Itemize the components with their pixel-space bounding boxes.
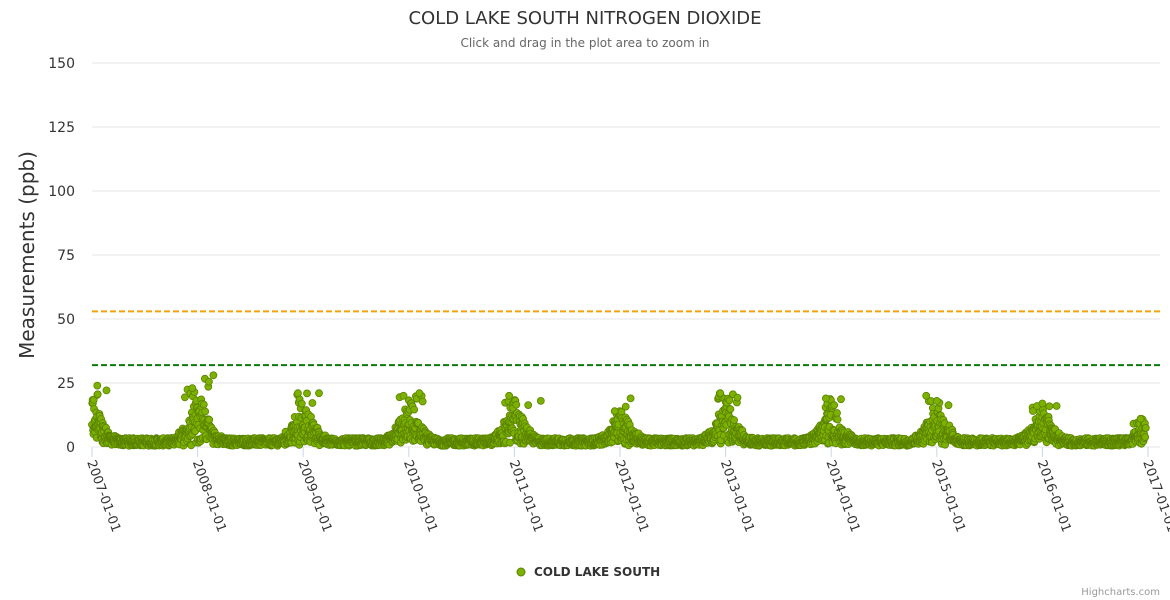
x-tick-label: 2010-01-01 [400,458,440,534]
data-point [837,395,845,404]
data-point [93,390,102,399]
y-tick-label: 125 [48,120,75,136]
y-tick-label: 50 [57,312,75,328]
data-point-peak [293,389,302,398]
chart-title: COLD LAKE SOUTH NITROGEN DIOXIDE [408,8,761,29]
data-point-peak [209,371,218,380]
data-point [205,415,214,424]
data-point [303,389,311,398]
data-point [621,402,630,411]
data-point [833,409,841,417]
data-point [418,397,427,406]
data-point [201,407,210,416]
data-point-peak [415,389,424,398]
y-tick-label: 25 [57,376,75,392]
x-tick-label: 2012-01-01 [611,458,651,534]
data-point [1141,423,1150,432]
data-point [512,400,521,409]
x-tick-label: 2011-01-01 [506,458,546,534]
data-point [733,393,742,402]
data-point-peak [1136,414,1145,423]
x-tick-label: 2009-01-01 [294,458,334,534]
data-point [199,400,208,409]
x-tick-label: 2008-01-01 [189,458,229,534]
x-tick-label: 2016-01-01 [1034,458,1074,534]
data-point-peak [822,394,830,403]
data-point [180,393,189,402]
data-point [204,377,213,386]
data-point-peak [610,407,619,416]
chart-subtitle: Click and drag in the plot area to zoom … [460,36,709,50]
legend-marker [516,567,526,577]
data-point [833,415,842,424]
data-point-peak [932,396,941,405]
data-point [102,386,111,395]
y-tick-label: 0 [66,440,75,456]
x-tick-label: 2013-01-01 [717,458,757,534]
data-point-peak [536,396,545,405]
data-point [944,401,953,410]
y-tick-label: 75 [57,248,75,264]
data-point [830,401,839,410]
x-axis: 2007-01-01 2008-01-01 2009-01-01 2010-01-01… [83,447,1170,534]
y-axis: 0 25 50 75 100 125 150 [48,56,75,456]
y-tick-label: 150 [48,56,75,72]
x-tick-label: 2007-01-01 [83,458,123,534]
data-point-peak [922,391,931,400]
x-tick-label: 2014-01-01 [822,458,862,534]
grid-layer [92,62,1160,448]
data-points [88,371,1150,450]
data-point-peak [188,384,197,393]
data-point-peak [505,391,514,400]
credits-link[interactable]: Highcharts.com [1081,587,1160,598]
x-tick-label: 2015-01-01 [928,458,968,534]
reference-lines [92,310,1160,367]
data-point [726,405,735,414]
legend-label: COLD LAKE SOUTH [534,565,660,579]
data-point [297,399,306,408]
data-point [1052,402,1061,410]
data-point [730,416,738,425]
y-axis-title: Measurements (ppb) [15,151,39,359]
data-point-peak [315,389,323,398]
x-tick-label: 2017-01-01 [1139,458,1170,534]
y-tick-label: 100 [48,184,75,200]
data-point [1141,433,1150,441]
data-point-peak [716,389,725,398]
data-point-peak [1038,399,1047,408]
data-point [410,405,419,414]
legend[interactable]: COLD LAKE SOUTH [516,565,660,579]
data-point [1045,402,1054,411]
data-point [308,399,317,407]
data-point [524,401,533,410]
data-point-peak [399,391,408,400]
data-point-peak [93,381,102,390]
data-point-peak [626,394,635,403]
